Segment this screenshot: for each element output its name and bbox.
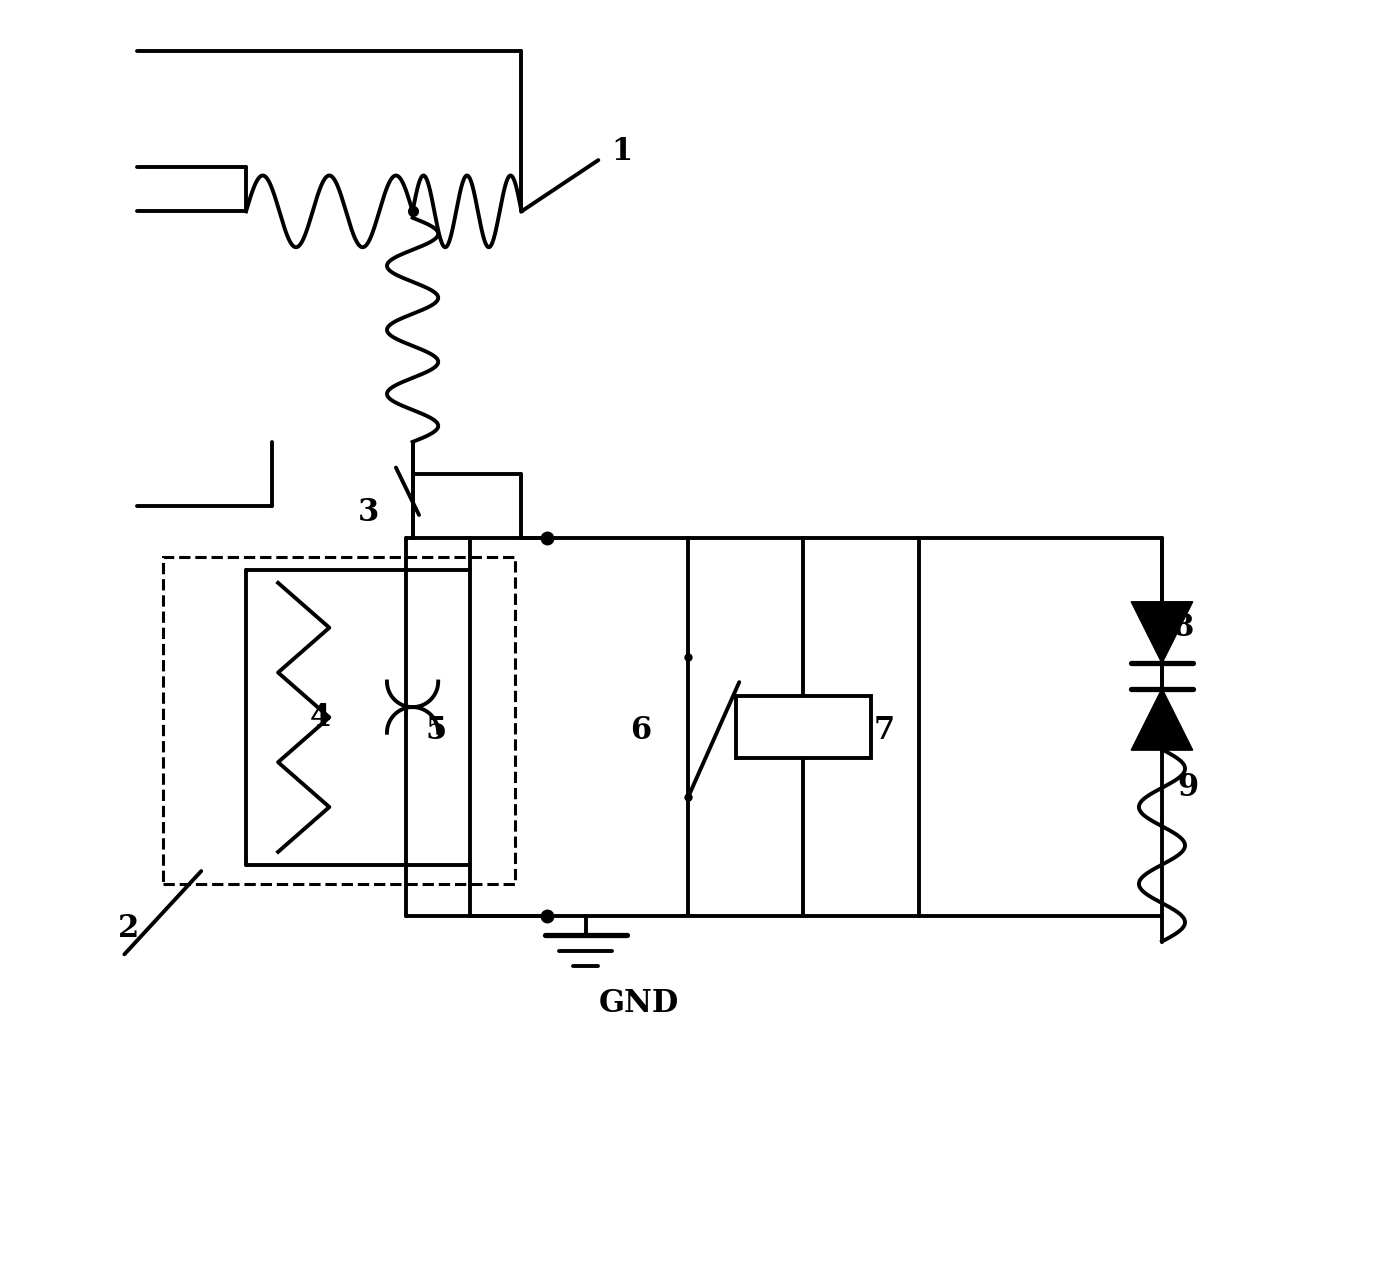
Text: 4: 4 <box>310 702 332 733</box>
Polygon shape <box>1131 689 1193 751</box>
Text: 6: 6 <box>630 715 651 746</box>
Bar <box>736 697 871 758</box>
Text: 7: 7 <box>874 715 894 746</box>
Text: GND: GND <box>599 988 678 1018</box>
Text: 5: 5 <box>425 715 447 746</box>
Text: 8: 8 <box>1172 612 1193 643</box>
Text: 1: 1 <box>611 136 632 167</box>
Text: 3: 3 <box>358 497 378 528</box>
Text: 2: 2 <box>118 913 139 944</box>
Text: 9: 9 <box>1178 772 1198 803</box>
Polygon shape <box>1131 602 1193 664</box>
